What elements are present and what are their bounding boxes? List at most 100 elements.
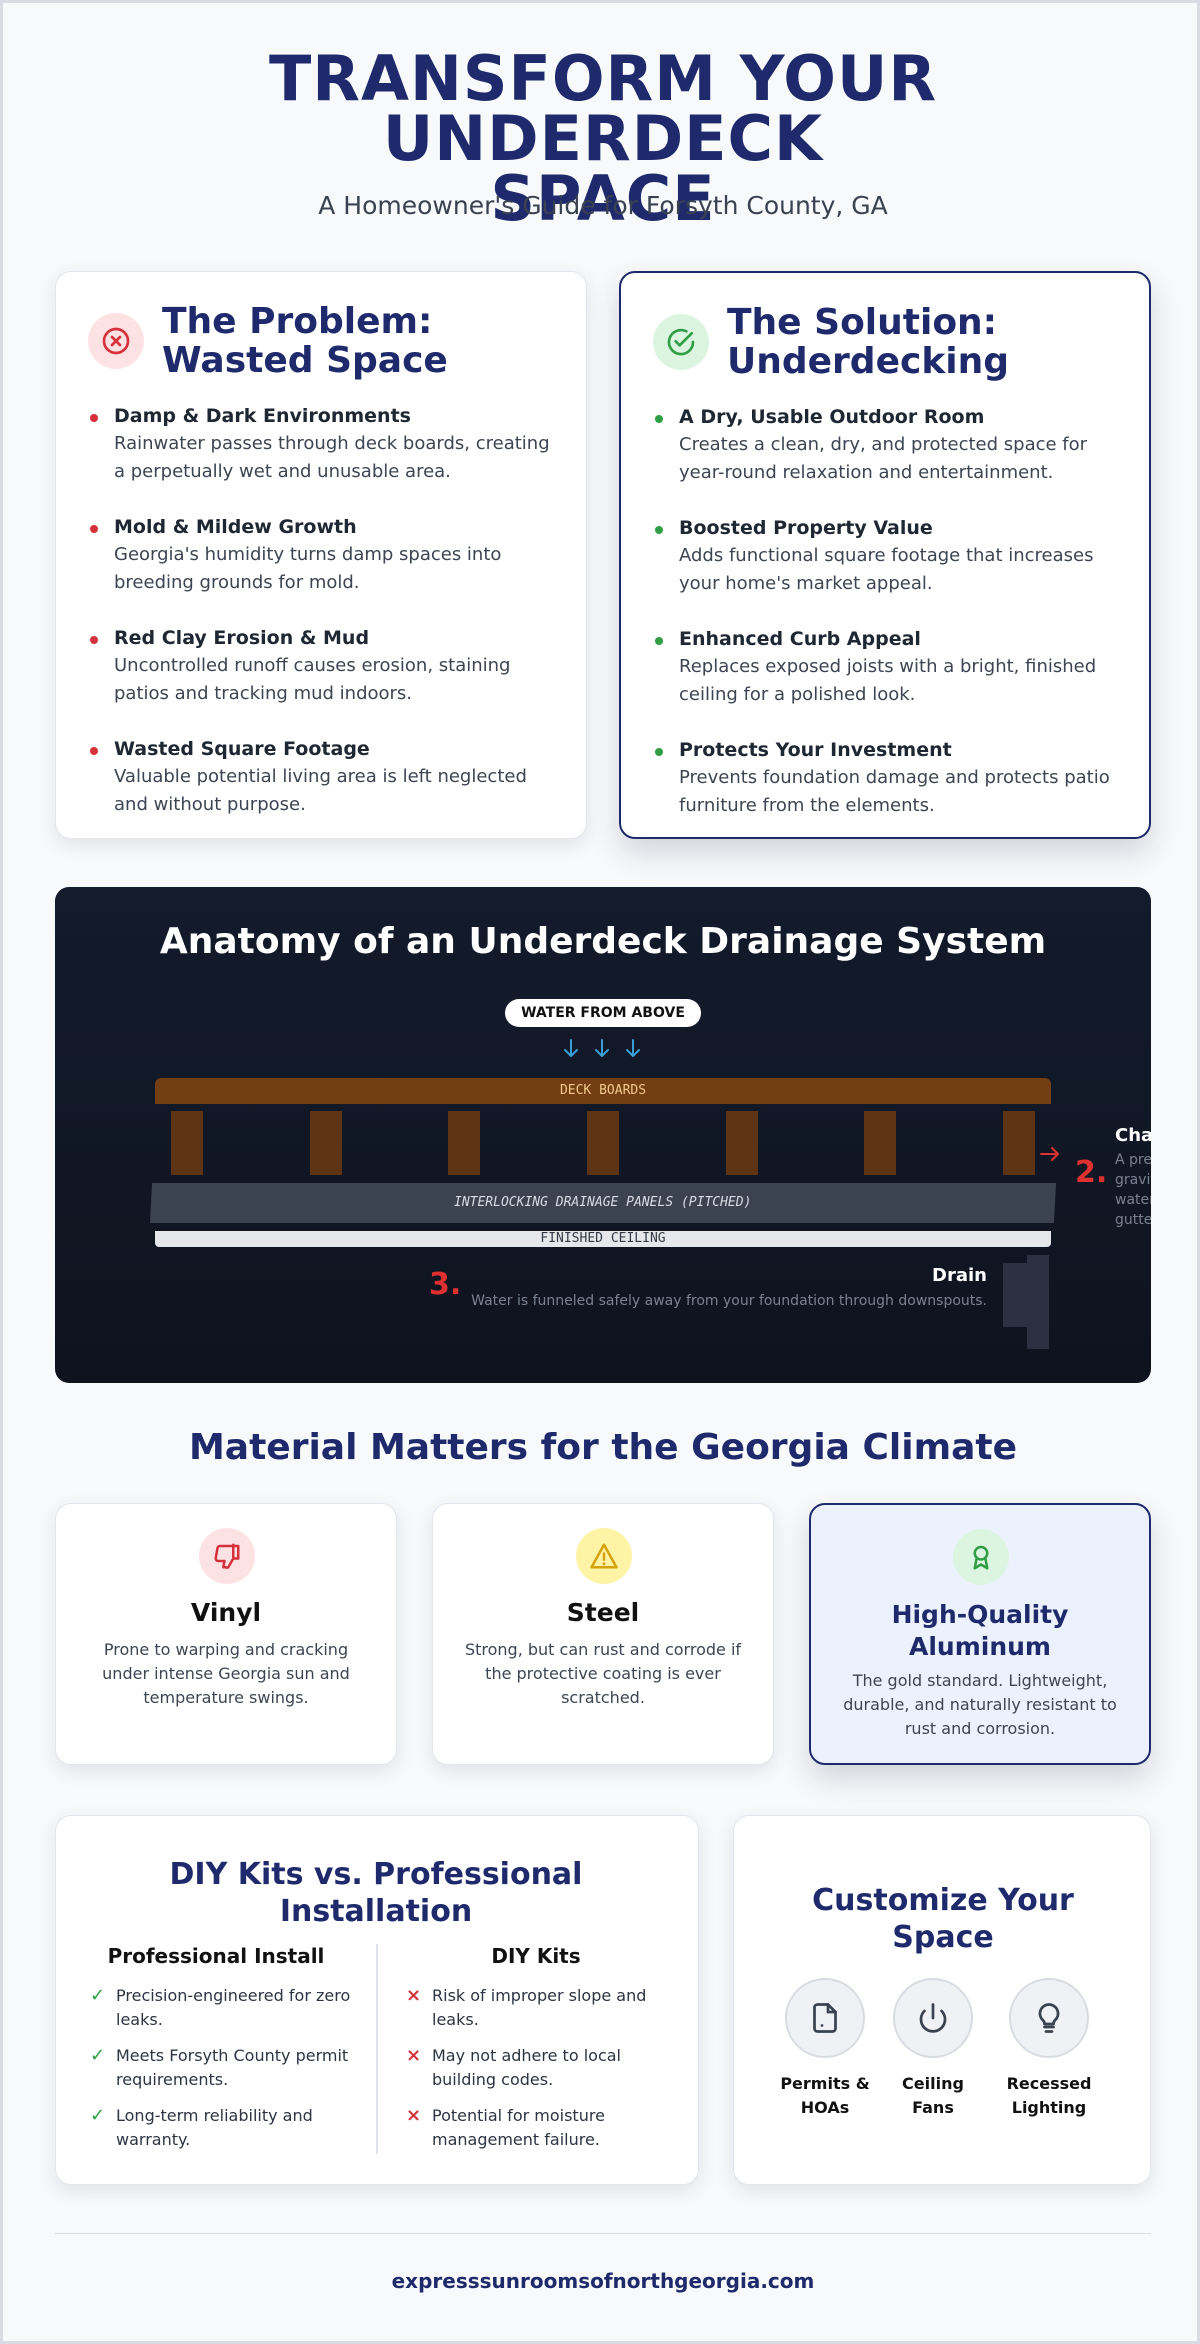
item-title: Damp & Dark Environments bbox=[114, 405, 411, 427]
customize-item-fans: Ceiling Fans bbox=[883, 1978, 983, 2120]
item-text: Uncontrolled runoff causes erosion, stai… bbox=[114, 655, 511, 704]
customize-label: Permits & HOAs bbox=[775, 2072, 875, 2120]
item-text: Georgia's humidity turns damp spaces int… bbox=[114, 544, 502, 593]
customize-label-line-2: HOAs bbox=[800, 2098, 850, 2117]
material-card-aluminum: High-Quality Aluminum The gold standard.… bbox=[809, 1503, 1151, 1765]
callout-3-text: Water is funneled safely away from your … bbox=[471, 1293, 987, 1309]
callout-2: Channel A precise slo gravity to gu wate… bbox=[1115, 1125, 1151, 1230]
list-item: A Dry, Usable Outdoor Room Creates a clea… bbox=[655, 405, 1119, 487]
joist bbox=[310, 1111, 342, 1175]
item-title: Enhanced Curb Appeal bbox=[679, 628, 921, 650]
item-title: Wasted Square Footage bbox=[114, 738, 370, 760]
water-label: WATER FROM ABOVE bbox=[505, 999, 701, 1027]
award-icon bbox=[953, 1529, 1009, 1585]
page-subtitle: A Homeowner's Guide for Forsyth County, … bbox=[318, 191, 888, 220]
bullet-dot bbox=[90, 414, 98, 422]
bullet-dot bbox=[90, 636, 98, 644]
materials-heading: Material Matters for the Georgia Climate bbox=[188, 1427, 1018, 1468]
diy-title-line-1: DIY Kits vs. Professional bbox=[169, 1857, 583, 1892]
diy-title-line-2: Installation bbox=[279, 1894, 473, 1929]
customize-label-line-1: Permits & bbox=[780, 2074, 870, 2093]
finished-ceiling: FINISHED CEILING bbox=[155, 1231, 1051, 1247]
item-text: Valuable potential living area is left n… bbox=[114, 766, 527, 815]
footer-divider bbox=[55, 2233, 1151, 2234]
diy-vs-pro-card: DIY Kits vs. Professional Installation P… bbox=[55, 1815, 699, 2185]
bullet-dot bbox=[90, 747, 98, 755]
list-item: Wasted Square Footage Valuable potential … bbox=[90, 737, 556, 819]
diy-title: DIY Kits vs. Professional Installation bbox=[56, 1856, 696, 1930]
bullet-dot bbox=[90, 525, 98, 533]
diy-item-text: Risk of improper slope and leaks. bbox=[432, 1986, 647, 2029]
downspout bbox=[1027, 1255, 1049, 1349]
pro-item-text: Long-term reliability and warranty. bbox=[116, 2106, 313, 2149]
callout-2-text: gutter syster bbox=[1115, 1212, 1151, 1228]
pro-item-text: Precision-engineered for zero leaks. bbox=[116, 1986, 351, 2029]
document-icon bbox=[785, 1978, 865, 2058]
material-text: Prone to warping and cracking under inte… bbox=[102, 1640, 350, 1707]
check-icon: ✓ bbox=[90, 1985, 106, 2006]
title-line-1: TRANSFORM YOUR UNDERDECK bbox=[268, 42, 938, 175]
material-text: The gold standard. Lightweight, durable,… bbox=[843, 1671, 1117, 1738]
list-item: Mold & Mildew Growth Georgia's humidity t… bbox=[90, 515, 556, 597]
diy-item: × Risk of improper slope and leaks. bbox=[406, 1984, 672, 2032]
callout-2-title: Channel bbox=[1115, 1125, 1151, 1146]
page-title: TRANSFORM YOUR UNDERDECK SPACE bbox=[53, 42, 1153, 235]
diy-item-text: Potential for moisture management failur… bbox=[432, 2106, 605, 2149]
problem-title-line-1: The Problem: bbox=[162, 301, 433, 342]
joist bbox=[587, 1111, 619, 1175]
footer-link[interactable]: expresssunroomsofnorthgeorgia.com bbox=[391, 2269, 815, 2293]
item-title: Mold & Mildew Growth bbox=[114, 516, 357, 538]
material-title-line-1: High-Quality bbox=[891, 1600, 1069, 1629]
check-icon: ✓ bbox=[90, 2105, 106, 2126]
pro-item: ✓ Precision-engineered for zero leaks. bbox=[90, 1984, 366, 2032]
deck-boards: DECK BOARDS bbox=[155, 1078, 1051, 1104]
callout-3-title: Drain bbox=[932, 1265, 987, 1286]
customize-card: Customize Your Space Permits & HOAs Ceili… bbox=[733, 1815, 1151, 2185]
item-text: Replaces exposed joists with a bright, f… bbox=[679, 656, 1097, 705]
problem-card: The Problem: Wasted Space Damp & Dark En… bbox=[55, 271, 587, 839]
list-item: Damp & Dark Environments Rainwater passes… bbox=[90, 404, 556, 486]
problem-title-line-2: Wasted Space bbox=[162, 340, 448, 381]
item-text: Adds functional square footage that incr… bbox=[679, 545, 1094, 594]
arrow-right-icon bbox=[1040, 1147, 1059, 1161]
joist bbox=[448, 1111, 480, 1175]
customize-label-line-1: Recessed bbox=[1006, 2074, 1092, 2093]
callout-2-text: gravity to gu bbox=[1115, 1172, 1151, 1188]
list-item: Red Clay Erosion & Mud Uncontrolled runof… bbox=[90, 626, 556, 708]
customize-label-line-1: Ceiling bbox=[902, 2074, 964, 2093]
material-text: Strong, but can rust and corrode if the … bbox=[464, 1640, 742, 1707]
lightbulb-icon bbox=[1009, 1978, 1089, 2058]
solution-title: The Solution: Underdecking bbox=[727, 303, 1009, 381]
anatomy-panel: Anatomy of an Underdeck Drainage System … bbox=[55, 887, 1151, 1383]
joist bbox=[864, 1111, 896, 1175]
title-line-2: SPACE bbox=[490, 162, 716, 235]
item-text: Rainwater passes through deck boards, cr… bbox=[114, 433, 550, 482]
thumbs-down-icon bbox=[199, 1528, 255, 1584]
list-item: Enhanced Curb Appeal Replaces exposed joi… bbox=[655, 627, 1119, 709]
joist bbox=[171, 1111, 203, 1175]
power-icon bbox=[893, 1978, 973, 2058]
x-circle-icon bbox=[88, 313, 144, 369]
panels-label: INTERLOCKING DRAINAGE PANELS (PITCHED) bbox=[454, 1195, 752, 1210]
customize-label-line-2: Lighting bbox=[1011, 2098, 1087, 2117]
column-divider bbox=[376, 1944, 378, 2154]
problem-header: The Problem: Wasted Space bbox=[88, 302, 448, 380]
customize-title-line-1: Customize Your bbox=[812, 1883, 1074, 1918]
item-text: Prevents foundation damage and protects … bbox=[679, 767, 1110, 816]
callout-2-text: A precise slo bbox=[1115, 1152, 1151, 1168]
bullet-dot bbox=[655, 637, 663, 645]
problem-title: The Problem: Wasted Space bbox=[162, 302, 448, 380]
item-title: Red Clay Erosion & Mud bbox=[114, 627, 370, 649]
problem-list: Damp & Dark Environments Rainwater passes… bbox=[90, 404, 556, 848]
solution-header: The Solution: Underdecking bbox=[653, 303, 1009, 381]
diy-item-text: May not adhere to local building codes. bbox=[432, 2046, 621, 2089]
solution-title-line-1: The Solution: bbox=[727, 302, 998, 343]
bullet-dot bbox=[655, 526, 663, 534]
diy-item: × May not adhere to local building codes. bbox=[406, 2044, 672, 2092]
diy-item: × Potential for moisture management failu… bbox=[406, 2104, 672, 2152]
customize-item-permits: Permits & HOAs bbox=[775, 1978, 875, 2120]
solution-list: A Dry, Usable Outdoor Room Creates a clea… bbox=[655, 405, 1119, 849]
material-title: Vinyl bbox=[190, 1598, 262, 1627]
pro-item: ✓ Meets Forsyth County permit requirement… bbox=[90, 2044, 366, 2092]
solution-card: The Solution: Underdecking A Dry, Usable… bbox=[619, 271, 1151, 839]
